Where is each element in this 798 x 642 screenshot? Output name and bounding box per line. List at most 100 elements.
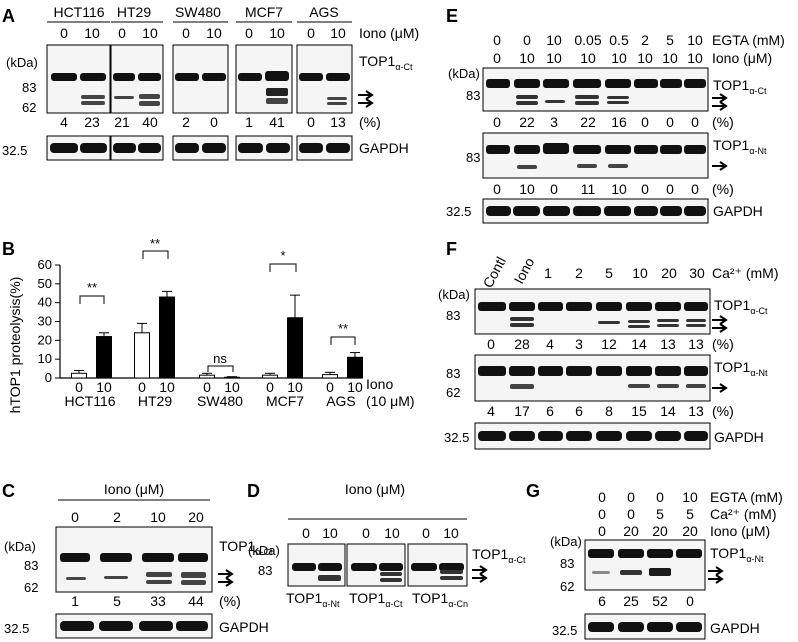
percent-value: 13 [660, 336, 676, 352]
marker-83: 83 [466, 150, 480, 165]
category-label: HT29 [138, 393, 172, 409]
dose-value: 10 [150, 509, 166, 525]
bar [71, 372, 87, 379]
iono-value: 10 [546, 50, 562, 66]
iono-row: 0 10 10 10 10 10 10 10 Iono (μM) [493, 50, 772, 66]
egta-value: 0.05 [574, 32, 601, 48]
dose-value: 0 [182, 25, 190, 41]
percent-value: 1 [245, 114, 253, 130]
category-label: AGS [326, 393, 356, 409]
x-ticks: 0 10 0 10 0 10 0 10 0 10 [75, 379, 363, 395]
dose-value: 0 [71, 509, 79, 525]
percent-value: 22 [519, 114, 535, 130]
cleavage-arrow-icon [358, 90, 374, 108]
calcium-value: 0 [627, 506, 635, 522]
category-labels: HCT116 HT29 SW480 MCF7 AGS [64, 393, 355, 409]
cleavage-band [81, 95, 105, 99]
iono-label: Iono (μM) [710, 523, 770, 539]
lane-label: 30 [689, 265, 705, 281]
y-tick-label: 50 [38, 276, 52, 291]
band [80, 73, 106, 81]
percent-value: 40 [142, 114, 158, 130]
y-tick-label: 60 [38, 257, 52, 272]
panel-e-ct-percents: 0 22 3 22 16 0 0 0 (%) [493, 114, 734, 130]
egta-label: EGTA (mM) [712, 32, 785, 48]
iono-value: 0 [598, 523, 606, 539]
y-tick-label: 20 [38, 332, 52, 347]
category-label: HCT116 [64, 393, 115, 409]
egta-value: 10 [546, 32, 562, 48]
kda-label: (kDa) [448, 66, 480, 81]
cleavage-band [81, 101, 105, 105]
panel-a-percent-row: 4 23 21 40 2 0 1 41 0 13 (%) [60, 114, 381, 130]
dose-value: 10 [84, 25, 100, 41]
calcium-value: 5 [656, 506, 664, 522]
top1-nt-label: TOP1α-Nt [710, 545, 764, 564]
percent-value: 4 [546, 336, 554, 352]
construct-label: TOP1α-Cn [412, 590, 468, 609]
percent-value: 0 [641, 181, 649, 197]
percent-unit: (%) [712, 336, 734, 352]
iono-label: Iono (μM) [359, 25, 419, 41]
percent-value: 0 [550, 181, 558, 197]
panel-c-gapdh-blot [55, 613, 213, 639]
egta-value: 2 [641, 32, 649, 48]
marker-83: 83 [446, 366, 460, 381]
band [326, 73, 350, 81]
percent-value: 33 [150, 593, 166, 609]
significance-mark: * [280, 248, 285, 263]
cleavage-band [139, 101, 160, 106]
top1-ct-label: TOP1α-Ct [713, 77, 767, 96]
significance-brackets [79, 250, 356, 372]
egta-label: EGTA (mM) [710, 489, 783, 505]
cleavage-arrow-icon [708, 566, 724, 584]
panel-d-label: D [247, 481, 260, 501]
percent-value: 13 [330, 114, 346, 130]
panel-g-percents: 6 25 52 0 [598, 593, 694, 609]
cleavage-arrow-icon [712, 161, 728, 171]
egta-row: 0 0 0 10 EGTA (mM) [598, 489, 783, 505]
egta-row: 0 0 10 0.05 0.5 2 5 10 EGTA (mM) [493, 32, 785, 48]
percent-unit: (%) [359, 114, 381, 130]
cell-line-ags: AGS [309, 4, 339, 20]
cleavage-arrow-icon [712, 383, 728, 393]
bar [322, 374, 338, 379]
cleavage-arrow-icon [472, 565, 488, 583]
marker-62: 62 [24, 580, 38, 595]
dose-value: 0 [307, 25, 315, 41]
dose-value: 20 [188, 509, 204, 525]
iono-conc-label: (10 μM) [366, 393, 415, 409]
percent-value: 22 [580, 114, 596, 130]
percent-value: 21 [114, 114, 130, 130]
percent-value: 14 [660, 403, 676, 419]
egta-value: 10 [687, 32, 703, 48]
category-label: SW480 [197, 393, 243, 409]
bar [224, 376, 240, 379]
egta-value: 10 [682, 489, 698, 505]
dose-value: 0 [422, 525, 430, 541]
cleavage-band [327, 97, 347, 100]
x-tick-label: 0 [75, 379, 83, 395]
marker-83: 83 [24, 558, 38, 573]
top1-label: TOP1α-Ct [359, 53, 413, 72]
panel-e-gapdh-blot [482, 198, 709, 224]
panel-e-ct-blot [482, 67, 709, 112]
percent-value: 0 [641, 114, 649, 130]
marker-62: 62 [446, 385, 460, 400]
percent-value: 6 [575, 403, 583, 419]
percent-value: 2 [182, 114, 190, 130]
panel-b-label: B [2, 239, 15, 259]
panel-a-label: A [2, 6, 15, 26]
iono-label: Iono [366, 376, 393, 392]
marker-83: 83 [466, 88, 480, 103]
y-axis: 0 10 20 30 40 50 60 [38, 257, 362, 385]
percent-value: 8 [605, 403, 613, 419]
top1-label: TOP1α-Ct [219, 538, 273, 557]
panel-f-nt-blot [474, 354, 711, 402]
panel-e-nt-blot [482, 132, 709, 179]
percent-value: 0 [666, 181, 674, 197]
percent-value: 0 [691, 114, 699, 130]
cell-line-hct116: HCT116 [53, 4, 104, 20]
panel-c-label: C [2, 481, 15, 501]
